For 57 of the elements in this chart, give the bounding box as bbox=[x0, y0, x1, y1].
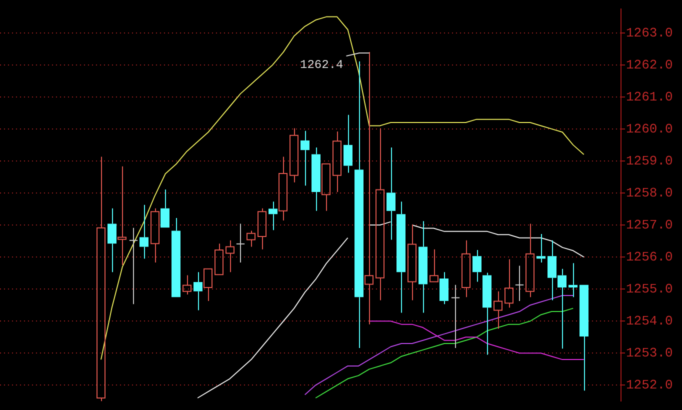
candlestick bbox=[96, 156, 106, 402]
candlestick bbox=[300, 130, 310, 186]
y-tick-label: 1256.0 bbox=[626, 249, 673, 264]
candlestick bbox=[386, 147, 396, 240]
candlestick bbox=[450, 284, 460, 349]
candlestick bbox=[514, 265, 524, 302]
candlestick bbox=[494, 290, 502, 330]
candlestick bbox=[322, 163, 330, 212]
candlestick bbox=[236, 223, 246, 263]
candlestick bbox=[364, 52, 374, 325]
candlestick bbox=[214, 243, 224, 276]
candlestick bbox=[128, 227, 138, 305]
y-tick-label: 1252.0 bbox=[626, 378, 673, 393]
candlestick bbox=[462, 240, 470, 298]
candlestick bbox=[332, 130, 342, 193]
candlestick bbox=[172, 217, 180, 298]
candlestick bbox=[258, 208, 266, 250]
y-tick-label: 1262.0 bbox=[626, 57, 673, 72]
annotation: 1262.4 bbox=[300, 58, 344, 72]
candlestick bbox=[278, 156, 288, 222]
y-tick-label: 1260.0 bbox=[626, 121, 673, 136]
y-tick-label: 1253.0 bbox=[626, 346, 673, 361]
candlestick bbox=[418, 220, 428, 314]
candlestick bbox=[246, 230, 256, 248]
candlestick bbox=[290, 128, 298, 183]
candlestick bbox=[536, 233, 546, 263]
candlestick bbox=[182, 274, 192, 296]
candlestick bbox=[160, 188, 170, 228]
candlestick bbox=[268, 201, 278, 231]
candlestick bbox=[150, 208, 160, 263]
candlestick bbox=[376, 128, 384, 301]
candlestick bbox=[472, 250, 482, 282]
candlestick bbox=[440, 272, 448, 305]
candlestick bbox=[108, 208, 116, 273]
candlestick bbox=[226, 240, 234, 273]
candlestick bbox=[354, 60, 364, 349]
candlestick bbox=[204, 268, 212, 302]
y-tick-label: 1261.0 bbox=[626, 89, 673, 104]
y-tick-label: 1263.0 bbox=[626, 25, 673, 40]
candlestick bbox=[526, 223, 534, 298]
candlestick bbox=[482, 272, 492, 356]
y-tick-label: 1258.0 bbox=[626, 185, 673, 200]
candlestick bbox=[504, 258, 514, 308]
y-tick-label: 1257.0 bbox=[626, 217, 673, 232]
y-tick-label: 1259.0 bbox=[626, 153, 673, 168]
candlestick bbox=[312, 147, 320, 212]
candlestick bbox=[194, 272, 202, 311]
candlestick bbox=[396, 201, 406, 314]
y-tick-label: 1254.0 bbox=[626, 314, 673, 329]
candlestick bbox=[408, 224, 416, 301]
candlestick bbox=[344, 114, 352, 174]
y-tick-label: 1255.0 bbox=[626, 282, 673, 297]
candlestick bbox=[430, 248, 438, 282]
candlestick bbox=[140, 204, 148, 260]
candlestick bbox=[568, 262, 578, 298]
candlestick bbox=[118, 166, 126, 266]
candlestick bbox=[580, 284, 588, 392]
